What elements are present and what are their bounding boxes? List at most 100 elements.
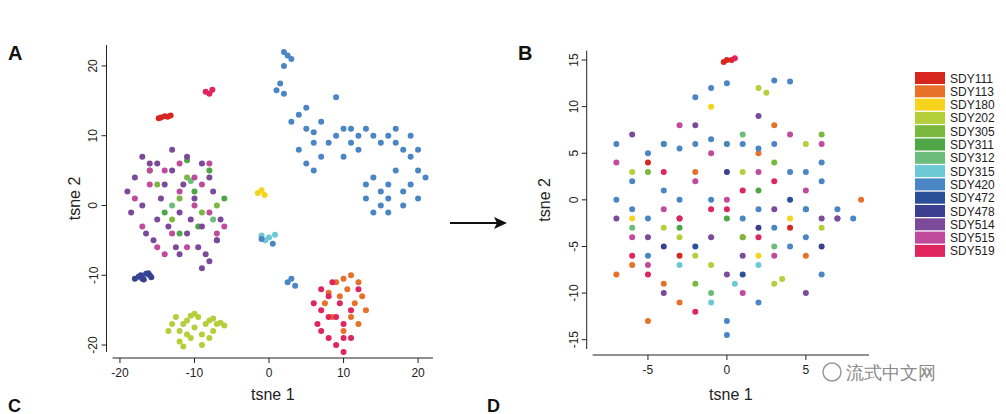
point [819,160,825,166]
point [613,160,619,166]
point [177,339,183,345]
panel-0: -20-1001020-20-1001020tsne 1tsne 2A [8,42,433,403]
point [333,94,339,100]
point [677,299,683,305]
point [326,314,332,320]
point [169,202,175,208]
point [188,313,194,319]
legend-swatch [915,205,945,217]
points [124,49,428,355]
point [771,122,777,128]
point [168,112,174,118]
point [771,253,777,259]
point [203,251,209,257]
legend-swatch [915,232,945,244]
y-tick-label: 20 [87,59,101,73]
point [378,140,384,146]
point [210,189,216,195]
point [708,290,714,296]
point [148,274,154,280]
point [154,182,160,188]
point [199,161,205,167]
point [771,178,777,184]
point [677,146,683,152]
legend-label: SDY519 [950,244,995,258]
point [740,169,746,175]
point [629,253,635,259]
point [259,236,265,242]
point [206,209,212,215]
point [139,223,145,229]
point [150,237,156,243]
point [645,160,651,166]
point [819,243,825,249]
point [139,154,145,160]
point [169,216,175,222]
point [692,141,698,147]
point [645,262,651,268]
legend-label: SDY514 [950,218,995,232]
point [355,133,361,139]
point [206,161,212,167]
point [333,342,339,348]
y-tick [582,246,587,247]
legend-label: SDY305 [950,125,995,139]
legend-swatch [915,152,945,164]
point [819,132,825,138]
point [858,197,864,203]
x-tick [805,355,806,360]
point [199,265,205,271]
y-tick-label: -5 [567,241,581,252]
point [740,271,746,277]
point [724,206,730,212]
point [771,243,777,249]
point [333,133,339,139]
point [692,178,698,184]
point [355,321,361,327]
point [292,283,298,289]
y-tick [582,339,587,340]
point [724,197,730,203]
point [732,55,738,61]
point [629,206,635,212]
y-tick-label: 0 [567,196,581,203]
point [692,253,698,259]
point [318,119,324,125]
point [708,234,714,240]
point [214,202,220,208]
point [169,230,175,236]
point [661,206,667,212]
point [177,161,183,167]
legend-label: SDY180 [950,98,995,112]
point [173,314,179,320]
point [755,169,761,175]
point [214,230,220,236]
point [740,234,746,240]
point [311,129,317,135]
point [645,253,651,259]
point [677,215,683,221]
point [740,188,746,194]
point [303,126,309,132]
point [341,349,347,355]
legend-label: SDY312 [950,151,995,165]
point [803,169,809,175]
point [724,318,730,324]
point [385,133,391,139]
point [318,286,324,292]
point [393,140,399,146]
y-tick [102,135,107,136]
point [318,328,324,334]
point [169,321,175,327]
point [661,243,667,249]
legend-label: SDY202 [950,111,995,125]
point [708,197,714,203]
y-tick [102,275,107,276]
point [787,225,793,231]
point [162,168,168,174]
point [400,147,406,153]
point [162,251,168,257]
point [184,332,190,338]
point [348,126,354,132]
point [677,253,683,259]
